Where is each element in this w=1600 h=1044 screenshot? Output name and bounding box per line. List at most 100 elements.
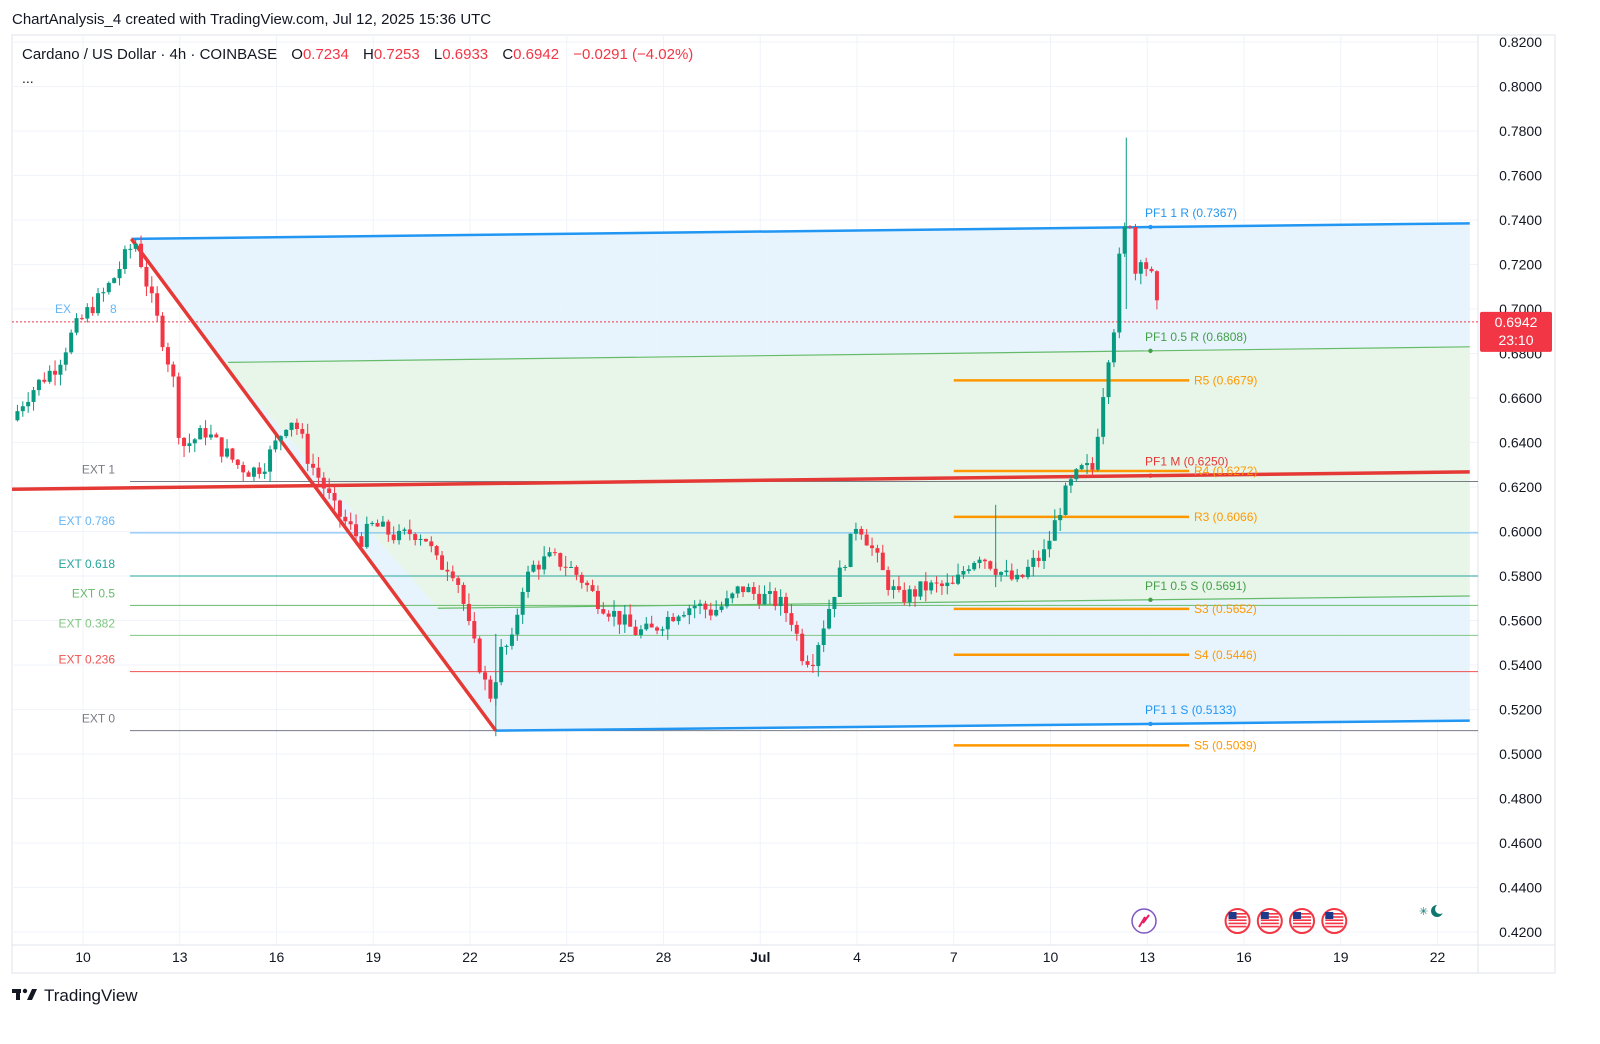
candle-body[interactable] bbox=[225, 448, 230, 457]
candle-body[interactable] bbox=[628, 614, 633, 627]
candle-body[interactable] bbox=[1128, 226, 1133, 228]
candle-body[interactable] bbox=[1079, 465, 1084, 470]
candle-body[interactable] bbox=[466, 603, 471, 622]
candle-body[interactable] bbox=[977, 559, 982, 563]
candle-body[interactable] bbox=[961, 570, 966, 575]
candle-body[interactable] bbox=[90, 307, 95, 314]
candle-body[interactable] bbox=[999, 572, 1004, 575]
candle-body[interactable] bbox=[509, 634, 514, 646]
candle-body[interactable] bbox=[891, 586, 896, 591]
us-flag-event-icon[interactable] bbox=[1256, 908, 1283, 934]
us-flag-event-icon[interactable] bbox=[1224, 908, 1251, 934]
candle-body[interactable] bbox=[848, 533, 853, 567]
candle-body[interactable] bbox=[380, 521, 385, 527]
candle-body[interactable] bbox=[843, 566, 848, 568]
candle-body[interactable] bbox=[1058, 514, 1063, 521]
candle-body[interactable] bbox=[1063, 485, 1068, 515]
candle-body[interactable] bbox=[343, 516, 348, 522]
channel-mid-upper-line[interactable] bbox=[228, 346, 1470, 363]
candle-body[interactable] bbox=[413, 534, 418, 540]
candle-body[interactable] bbox=[348, 521, 353, 525]
candle-body[interactable] bbox=[945, 582, 950, 587]
candle-body[interactable] bbox=[208, 434, 213, 438]
candle-body[interactable] bbox=[671, 616, 676, 622]
candle-body[interactable] bbox=[391, 534, 396, 541]
candle-body[interactable] bbox=[445, 569, 450, 572]
candles[interactable] bbox=[15, 137, 1159, 737]
candle-body[interactable] bbox=[558, 553, 563, 567]
candle-body[interactable] bbox=[972, 562, 977, 570]
candle-body[interactable] bbox=[773, 591, 778, 607]
candle-body[interactable] bbox=[907, 589, 912, 603]
candle-body[interactable] bbox=[757, 593, 762, 605]
weather-moon-icon[interactable]: ✳ bbox=[1419, 904, 1446, 918]
candle-body[interactable] bbox=[1047, 540, 1052, 550]
candle-body[interactable] bbox=[1117, 253, 1122, 333]
candle-body[interactable] bbox=[875, 548, 880, 553]
candle-body[interactable] bbox=[112, 278, 117, 283]
candle-body[interactable] bbox=[69, 332, 74, 353]
candle-body[interactable] bbox=[1133, 226, 1138, 274]
candle-body[interactable] bbox=[1101, 397, 1106, 437]
candle-body[interactable] bbox=[762, 593, 767, 605]
candle-body[interactable] bbox=[665, 616, 670, 630]
candle-body[interactable] bbox=[864, 534, 869, 546]
candle-body[interactable] bbox=[300, 428, 305, 434]
candle-body[interactable] bbox=[859, 528, 864, 535]
footer-brand[interactable]: TradingView bbox=[12, 986, 138, 1006]
candle-body[interactable] bbox=[182, 437, 187, 447]
candle-body[interactable] bbox=[284, 429, 289, 437]
candle-body[interactable] bbox=[1009, 570, 1014, 580]
candle-body[interactable] bbox=[590, 585, 595, 591]
candle-body[interactable] bbox=[1036, 557, 1041, 561]
candle-body[interactable] bbox=[364, 523, 369, 548]
us-flag-event-icon[interactable] bbox=[1321, 908, 1348, 934]
candle-body[interactable] bbox=[332, 493, 337, 501]
candle-body[interactable] bbox=[42, 379, 47, 382]
candle-body[interactable] bbox=[681, 615, 686, 617]
candle-body[interactable] bbox=[896, 586, 901, 590]
candle-body[interactable] bbox=[456, 578, 461, 585]
candle-body[interactable] bbox=[176, 376, 181, 438]
candle-body[interactable] bbox=[429, 541, 434, 547]
candle-body[interactable] bbox=[526, 571, 531, 592]
channel-lower-line[interactable] bbox=[495, 719, 1470, 732]
candle-body[interactable] bbox=[85, 307, 90, 319]
candle-body[interactable] bbox=[327, 488, 332, 494]
candle-body[interactable] bbox=[246, 472, 251, 477]
candle-body[interactable] bbox=[612, 610, 617, 617]
candle-body[interactable] bbox=[950, 582, 955, 584]
candle-body[interactable] bbox=[101, 292, 106, 294]
candle-body[interactable] bbox=[542, 556, 547, 570]
pivot-levels[interactable]: R5 (0.6679) R4 (0.6272) R3 (0.6066) S3 (0.5… bbox=[953, 373, 1258, 752]
candle-body[interactable] bbox=[520, 591, 525, 615]
candle-body[interactable] bbox=[1025, 566, 1030, 578]
candle-body[interactable] bbox=[1106, 362, 1111, 398]
candle-body[interactable] bbox=[934, 582, 939, 584]
candle-body[interactable] bbox=[655, 627, 660, 631]
candle-body[interactable] bbox=[880, 552, 885, 571]
candle-body[interactable] bbox=[1031, 557, 1036, 567]
candle-body[interactable] bbox=[262, 471, 267, 474]
candle-body[interactable] bbox=[784, 596, 789, 614]
candle-body[interactable] bbox=[63, 352, 68, 365]
candle-body[interactable] bbox=[805, 661, 810, 665]
candle-body[interactable] bbox=[1052, 520, 1057, 541]
candle-body[interactable] bbox=[235, 459, 240, 465]
candle-body[interactable] bbox=[595, 590, 600, 610]
candle-body[interactable] bbox=[477, 638, 482, 673]
candle-body[interactable] bbox=[767, 591, 772, 594]
candle-body[interactable] bbox=[660, 629, 665, 631]
candle-body[interactable] bbox=[687, 608, 692, 616]
candle-body[interactable] bbox=[1154, 271, 1159, 301]
candle-body[interactable] bbox=[1144, 262, 1149, 269]
candle-body[interactable] bbox=[789, 613, 794, 625]
candle-body[interactable] bbox=[1074, 469, 1079, 480]
candle-body[interactable] bbox=[139, 243, 144, 267]
candle-body[interactable] bbox=[74, 318, 79, 333]
candle-body[interactable] bbox=[552, 552, 557, 554]
candle-body[interactable] bbox=[644, 623, 649, 630]
candle-body[interactable] bbox=[939, 583, 944, 587]
channel-upper-line[interactable] bbox=[131, 222, 1470, 241]
